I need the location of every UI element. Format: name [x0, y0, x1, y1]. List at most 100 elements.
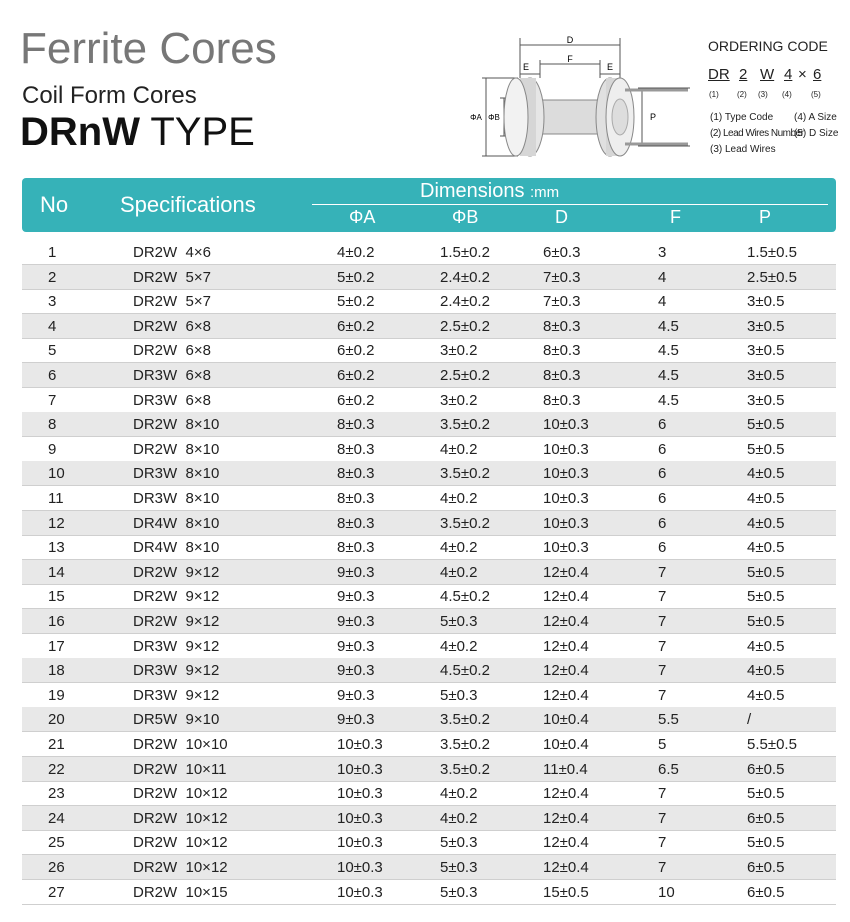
cell: 10±0.3 — [543, 440, 589, 458]
cell: 21 — [48, 736, 65, 753]
cell: 7 — [658, 563, 667, 581]
cell: 1.5±0.5 — [747, 244, 797, 261]
column-header: P — [759, 207, 772, 227]
cell: 3 — [48, 293, 57, 311]
cell: 3±0.5 — [747, 317, 785, 335]
subtitle: Coil Form Cores — [22, 82, 197, 109]
code-index: (5) — [811, 90, 821, 99]
table-row: 11 DR3W 8×10 8±0.3 4±0.2 10±0.3 6 4±0.5 — [22, 486, 836, 511]
cell: 5±0.3 — [440, 859, 478, 876]
cell: 12±0.4 — [543, 662, 589, 680]
code-index: (3) — [758, 90, 768, 99]
cell: 26 — [48, 859, 65, 876]
table-row: 10 DR3W 8×10 8±0.3 3.5±0.2 10±0.3 6 4±0.5 — [22, 461, 836, 487]
cell: 4±0.2 — [440, 440, 478, 458]
code-index: (1) — [709, 90, 719, 99]
cell: 12±0.4 — [543, 613, 589, 630]
cell: DR3W 9×12 — [133, 686, 220, 704]
cell: 6 — [658, 440, 667, 458]
cell: 2.5±0.2 — [440, 367, 490, 384]
cell: 5±0.5 — [747, 785, 785, 803]
cell: 6±0.2 — [337, 367, 375, 384]
cell: 5.5±0.5 — [747, 736, 797, 753]
cell: DR3W 8×10 — [133, 490, 220, 507]
cell: 4.5±0.2 — [440, 662, 490, 680]
dim-label: P — [650, 112, 656, 122]
table-row: 26 DR2W 10×12 10±0.3 5±0.3 12±0.4 7 6±0.5 — [22, 855, 836, 880]
cell: 16 — [48, 613, 65, 630]
cell: 4±0.2 — [440, 637, 478, 655]
cell: 12±0.4 — [543, 686, 589, 704]
legend-item: (5) D Size — [794, 128, 839, 139]
cell: 6 — [658, 514, 667, 532]
cell: 7±0.3 — [543, 268, 581, 286]
table-row: 25 DR2W 10×12 10±0.3 5±0.3 12±0.4 7 5±0.5 — [22, 830, 836, 856]
cell: 1 — [48, 244, 57, 261]
cell: 8±0.3 — [543, 367, 581, 384]
table-row: 17 DR3W 9×12 9±0.3 4±0.2 12±0.4 7 4±0.5 — [22, 634, 836, 659]
table-row: 8 DR2W 8×10 8±0.3 3.5±0.2 10±0.3 6 5±0.5 — [22, 412, 836, 438]
table-row: 20 DR5W 9×10 9±0.3 3.5±0.2 10±0.4 5.5 / — [22, 707, 836, 733]
cell: 9±0.3 — [337, 563, 375, 581]
title: Ferrite Cores — [20, 24, 277, 73]
cell: 4.5 — [658, 367, 679, 384]
cell: 18 — [48, 662, 65, 680]
cell: DR2W 6×8 — [133, 317, 211, 335]
cell: 9 — [48, 440, 57, 458]
cell: DR2W 9×12 — [133, 563, 220, 581]
code-part: DR — [708, 66, 730, 83]
cell: DR3W 8×10 — [133, 465, 220, 483]
cell: 4 — [658, 268, 667, 286]
table-row: 19 DR3W 9×12 9±0.3 5±0.3 12±0.4 7 4±0.5 — [22, 683, 836, 708]
cell: 5±0.2 — [337, 293, 375, 311]
cell: 2.4±0.2 — [440, 268, 490, 286]
cell: 10±0.3 — [337, 785, 383, 803]
cell: 5 — [48, 342, 57, 360]
cell: 19 — [48, 686, 65, 704]
cell: DR2W 4×6 — [133, 244, 211, 261]
header-cell: No — [40, 192, 69, 217]
cell: DR2W 5×7 — [133, 293, 211, 311]
code-part: W — [760, 66, 775, 83]
cell: 5 — [658, 736, 667, 753]
cell: 4.5 — [658, 342, 679, 360]
cell: DR3W 9×12 — [133, 637, 220, 655]
table-row: 16 DR2W 9×12 9±0.3 5±0.3 12±0.4 7 5±0.5 — [22, 609, 836, 634]
cell: 15±0.5 — [543, 883, 589, 901]
cell: 3±0.5 — [747, 342, 785, 360]
cell: 10±0.3 — [337, 859, 383, 876]
column-header: ΦB — [452, 207, 479, 227]
cell: 5.5 — [658, 711, 679, 729]
cell: DR2W 9×12 — [133, 613, 220, 630]
header-cell: Dimensions — [420, 180, 525, 202]
cell: 4±0.5 — [747, 686, 785, 704]
cell: 17 — [48, 637, 65, 655]
cell: 5±0.5 — [747, 588, 785, 606]
cell: 4±0.2 — [440, 785, 478, 803]
dim-label: F — [567, 54, 573, 64]
cell: DR3W 9×12 — [133, 662, 220, 680]
cell: 10±0.3 — [337, 834, 383, 852]
cell: 10 — [658, 883, 675, 901]
cell: 3.5±0.2 — [440, 465, 490, 483]
cell: DR3W 6×8 — [133, 391, 211, 409]
header-divider — [312, 204, 828, 205]
cell: 5±0.3 — [440, 834, 478, 852]
cell: DR2W 10×12 — [133, 785, 228, 803]
cell: 12±0.4 — [543, 859, 589, 876]
cell: 6±0.5 — [747, 760, 785, 778]
cell: 6 — [658, 539, 667, 557]
code-part: × — [798, 66, 807, 83]
code-index: (4) — [782, 90, 792, 99]
cell: 7 — [658, 613, 667, 630]
cell: 8±0.3 — [543, 391, 581, 409]
cell: 7±0.3 — [543, 293, 581, 311]
cell: 7 — [658, 662, 667, 680]
cell: 4±0.5 — [747, 465, 785, 483]
column-header: D — [555, 207, 568, 227]
table-row: 22 DR2W 10×11 10±0.3 3.5±0.2 11±0.4 6.5 6±0.5 — [22, 756, 836, 782]
cell: 23 — [48, 785, 65, 803]
cell: 2.4±0.2 — [440, 293, 490, 311]
cell: 7 — [658, 859, 667, 876]
